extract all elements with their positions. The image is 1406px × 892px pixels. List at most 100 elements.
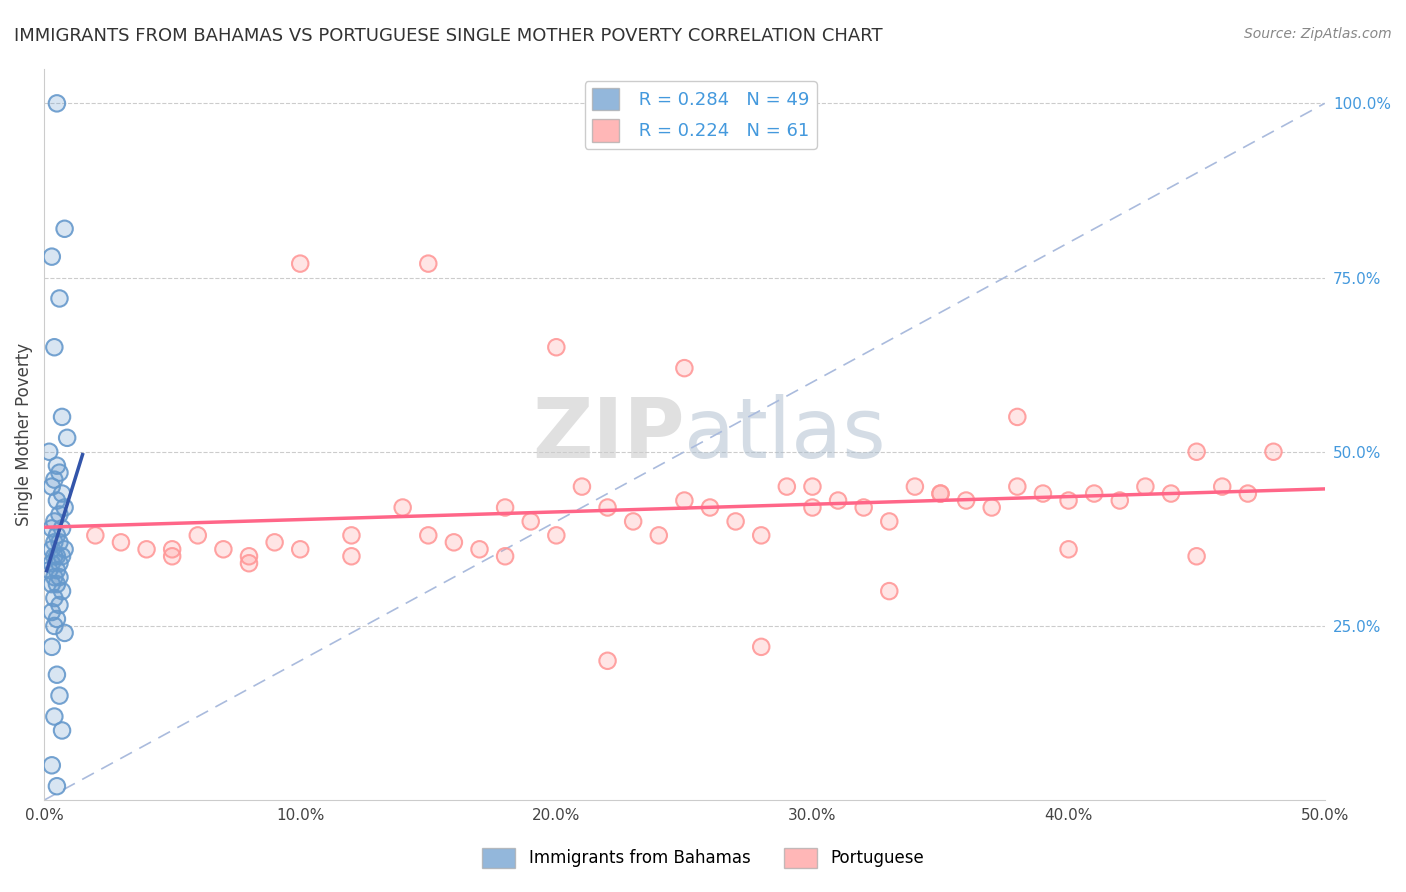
Point xyxy=(51,486,73,500)
Point xyxy=(45,493,67,508)
Point xyxy=(45,779,67,793)
Point xyxy=(84,528,107,542)
Point xyxy=(45,612,67,626)
Point xyxy=(41,521,63,535)
Point xyxy=(41,758,63,772)
Point xyxy=(621,515,644,529)
Point xyxy=(56,431,79,445)
Point xyxy=(44,473,66,487)
Point xyxy=(1185,549,1208,564)
Point xyxy=(1237,486,1260,500)
Text: atlas: atlas xyxy=(685,394,886,475)
Point xyxy=(44,515,66,529)
Point xyxy=(238,556,260,570)
Point xyxy=(48,689,70,703)
Point xyxy=(340,549,363,564)
Point xyxy=(48,292,70,306)
Point xyxy=(41,556,63,570)
Point xyxy=(929,486,952,500)
Point xyxy=(45,493,67,508)
Point xyxy=(1135,480,1157,494)
Point xyxy=(44,340,66,354)
Point xyxy=(1057,493,1080,508)
Point xyxy=(904,480,927,494)
Point xyxy=(48,508,70,522)
Point xyxy=(38,563,60,577)
Point xyxy=(1007,480,1029,494)
Point xyxy=(51,521,73,535)
Point xyxy=(494,549,516,564)
Point xyxy=(44,473,66,487)
Point xyxy=(1007,409,1029,424)
Point xyxy=(41,758,63,772)
Point xyxy=(519,515,541,529)
Point xyxy=(160,542,183,557)
Point xyxy=(51,486,73,500)
Point xyxy=(238,556,260,570)
Point xyxy=(48,570,70,584)
Point xyxy=(391,500,413,515)
Point xyxy=(48,508,70,522)
Point xyxy=(1057,542,1080,557)
Point xyxy=(263,535,285,549)
Point xyxy=(1083,486,1105,500)
Point xyxy=(418,528,440,542)
Legend: Immigrants from Bahamas, Portuguese: Immigrants from Bahamas, Portuguese xyxy=(475,841,931,875)
Point xyxy=(38,444,60,458)
Point xyxy=(443,535,465,549)
Point xyxy=(955,493,977,508)
Point xyxy=(929,486,952,500)
Point xyxy=(443,535,465,549)
Point xyxy=(38,444,60,458)
Point xyxy=(44,619,66,633)
Point xyxy=(48,598,70,612)
Point xyxy=(391,500,413,515)
Point xyxy=(1185,444,1208,458)
Point xyxy=(53,221,76,235)
Point xyxy=(48,466,70,480)
Point xyxy=(468,542,491,557)
Point xyxy=(418,257,440,271)
Point xyxy=(929,486,952,500)
Point xyxy=(51,549,73,564)
Point xyxy=(53,221,76,235)
Point xyxy=(41,640,63,654)
Point xyxy=(494,549,516,564)
Point xyxy=(596,654,619,668)
Point xyxy=(749,640,772,654)
Point xyxy=(187,528,209,542)
Point xyxy=(673,361,696,376)
Point xyxy=(749,528,772,542)
Point xyxy=(53,500,76,515)
Point xyxy=(48,556,70,570)
Point xyxy=(673,493,696,508)
Point xyxy=(44,549,66,564)
Point xyxy=(1160,486,1182,500)
Point xyxy=(877,584,900,599)
Point xyxy=(45,577,67,591)
Point xyxy=(596,654,619,668)
Point xyxy=(41,250,63,264)
Text: IMMIGRANTS FROM BAHAMAS VS PORTUGUESE SINGLE MOTHER POVERTY CORRELATION CHART: IMMIGRANTS FROM BAHAMAS VS PORTUGUESE SI… xyxy=(14,27,883,45)
Point xyxy=(1057,542,1080,557)
Point xyxy=(41,250,63,264)
Point xyxy=(51,549,73,564)
Point xyxy=(44,709,66,723)
Point xyxy=(135,542,157,557)
Point xyxy=(48,689,70,703)
Point xyxy=(904,480,927,494)
Point xyxy=(45,667,67,681)
Y-axis label: Single Mother Poverty: Single Mother Poverty xyxy=(15,343,32,526)
Point xyxy=(596,500,619,515)
Point xyxy=(827,493,849,508)
Point xyxy=(801,500,824,515)
Point xyxy=(48,292,70,306)
Point xyxy=(41,521,63,535)
Point xyxy=(44,535,66,549)
Point xyxy=(1135,480,1157,494)
Point xyxy=(519,515,541,529)
Point xyxy=(494,500,516,515)
Point xyxy=(44,549,66,564)
Point xyxy=(44,591,66,605)
Point xyxy=(290,542,312,557)
